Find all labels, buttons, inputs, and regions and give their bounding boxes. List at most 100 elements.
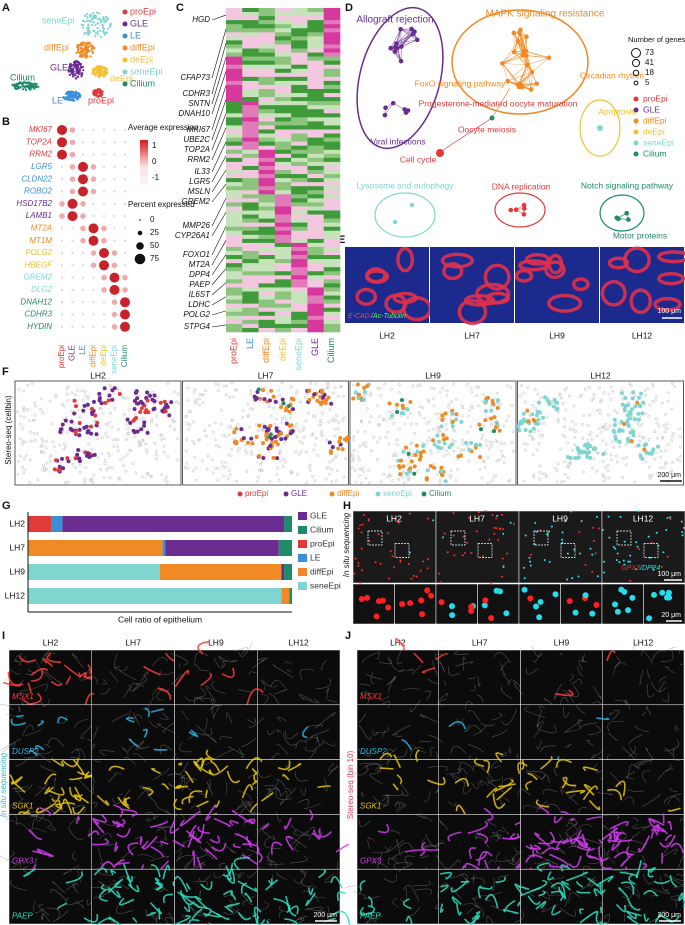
heat-cell (291, 283, 308, 288)
heat-cell (323, 60, 341, 65)
label: 0 (150, 215, 155, 224)
label: proEpi (130, 6, 156, 16)
cell (387, 410, 391, 414)
tissue (560, 864, 571, 872)
epithelium (384, 293, 408, 314)
node (511, 30, 517, 36)
tissue (123, 797, 130, 807)
heat-cell (258, 251, 276, 256)
tissue (41, 652, 56, 665)
dot (69, 176, 76, 182)
cell (615, 454, 618, 458)
heat-cell (242, 295, 259, 300)
dot (113, 153, 116, 156)
heat-cell (258, 165, 276, 171)
tissue (628, 746, 636, 758)
cell (321, 434, 324, 438)
tissue (303, 802, 321, 810)
group-ellipse (579, 99, 621, 157)
tissue (157, 687, 172, 700)
umap-point (107, 27, 110, 30)
tissue (206, 841, 216, 852)
node (392, 49, 398, 54)
tissue (300, 787, 306, 796)
umap-point (94, 15, 98, 18)
tissue (44, 786, 54, 795)
tissue (270, 860, 277, 868)
tissue (213, 817, 231, 827)
cell (193, 455, 197, 459)
node (626, 217, 631, 222)
heat-cell (291, 121, 308, 126)
heat-cell (242, 149, 259, 155)
cell (29, 430, 32, 434)
cell (624, 463, 628, 467)
tissue (306, 813, 311, 816)
cell (266, 391, 270, 395)
cell (378, 387, 382, 391)
label: Cilium (10, 72, 35, 82)
tissue (427, 776, 446, 786)
epi-cell (146, 410, 151, 415)
cell (184, 449, 188, 453)
tissue (661, 848, 678, 858)
tissue (308, 887, 314, 895)
heat-cell (323, 133, 341, 138)
heat-cell (226, 121, 243, 126)
tissue (477, 850, 493, 866)
signal (449, 603, 456, 610)
cell (535, 448, 539, 452)
epi-cell (279, 437, 284, 442)
tissue (110, 869, 117, 876)
dot (92, 141, 95, 144)
cell (133, 413, 137, 417)
cell (502, 424, 506, 428)
tissue (359, 683, 371, 687)
cell (678, 459, 681, 463)
cell (489, 423, 493, 427)
cell (383, 382, 387, 386)
tissue (538, 805, 550, 816)
cell (193, 399, 197, 403)
cell (127, 408, 131, 412)
cell (386, 475, 390, 479)
heat-cell (258, 246, 276, 252)
tissue (404, 849, 426, 857)
tissue (119, 669, 137, 681)
tissue (30, 684, 48, 692)
heat-cell (291, 20, 308, 25)
heat-cell (307, 230, 325, 236)
label: LH12 (633, 513, 654, 523)
tissue (660, 876, 669, 892)
epi-cell (408, 469, 413, 474)
dot (92, 214, 95, 218)
umap-point (13, 84, 16, 87)
heat-cell (274, 267, 292, 272)
tissue (6, 851, 15, 860)
heat-cell (226, 84, 243, 90)
tissue (400, 783, 409, 797)
cell (482, 459, 485, 463)
umap-point (94, 24, 97, 27)
heat-cell (258, 287, 276, 292)
epi-cell (338, 436, 343, 441)
tissue (149, 720, 158, 728)
umap-point (102, 30, 105, 33)
cell (664, 461, 668, 465)
edge (526, 55, 533, 73)
tissue (197, 853, 208, 859)
heat-cell (242, 153, 259, 159)
tissue (628, 873, 636, 885)
tissue (374, 915, 383, 923)
heat-cell (323, 255, 341, 260)
cell (447, 452, 451, 456)
signal (629, 579, 632, 582)
epi-cell (626, 412, 631, 417)
umap-point (73, 63, 77, 67)
signal (637, 510, 640, 513)
tissue (35, 813, 45, 822)
epi-cell (486, 395, 491, 400)
legend-dot (329, 491, 335, 497)
cell (394, 454, 398, 458)
cell (397, 391, 401, 395)
